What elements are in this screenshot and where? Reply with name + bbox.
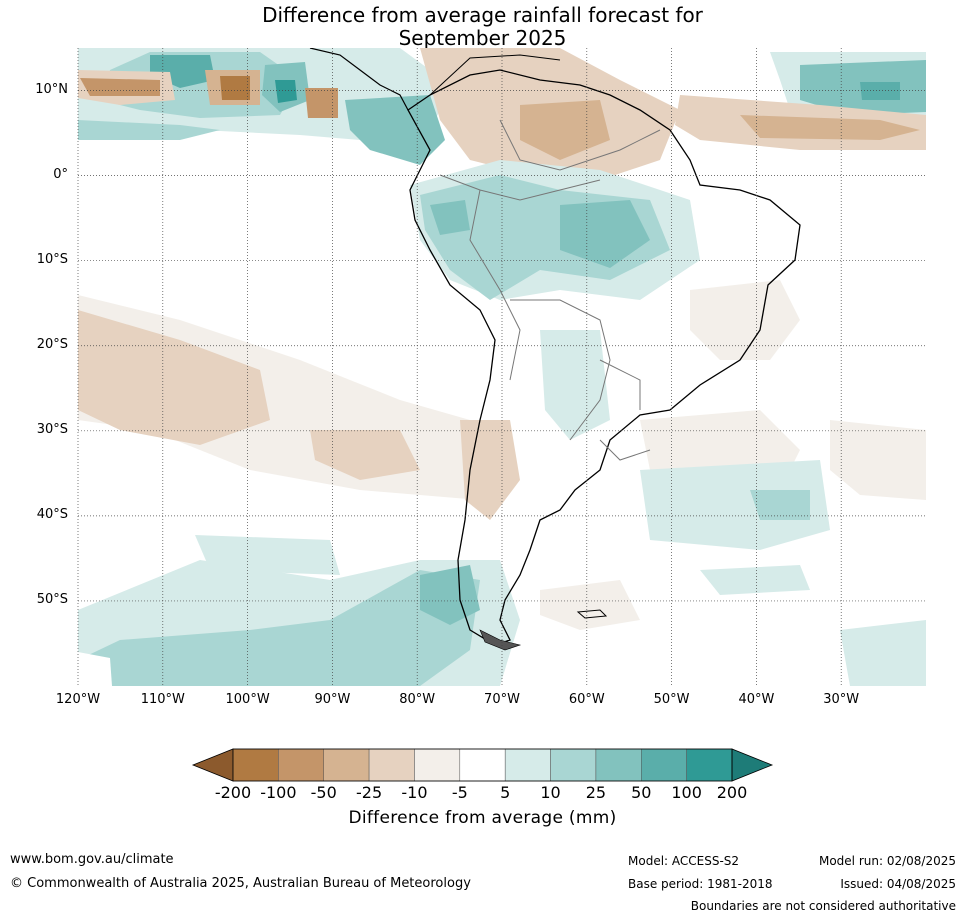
map-title: Difference from average rainfall forecas… bbox=[0, 4, 965, 50]
anomaly-zone bbox=[740, 115, 920, 140]
colorbar-bin bbox=[278, 748, 324, 782]
longitude-label: 120°W bbox=[55, 692, 101, 707]
colorbar-bin bbox=[641, 748, 687, 782]
colorbar bbox=[191, 748, 774, 782]
anomaly-zone bbox=[830, 420, 926, 500]
longitude-label: 110°W bbox=[140, 692, 185, 707]
anomaly-zone bbox=[420, 565, 480, 625]
colorbar-bin bbox=[368, 748, 415, 782]
latitude-label: 30°S bbox=[36, 421, 68, 437]
anomaly-zone bbox=[540, 580, 640, 630]
anomaly-zone bbox=[78, 570, 480, 686]
tierra-del-fuego bbox=[479, 629, 522, 651]
colorbar-bin bbox=[550, 748, 597, 782]
model-name: Model: ACCESS-S2 bbox=[628, 854, 740, 868]
caribbean-coast bbox=[429, 54, 561, 96]
anomaly-zone bbox=[78, 652, 112, 686]
issued-date: Issued: 04/08/2025 bbox=[840, 877, 956, 891]
colorbar-tick-label: 10 bbox=[540, 783, 561, 802]
model-run-date: Model run: 02/08/2025 bbox=[818, 854, 956, 868]
anomaly-zone bbox=[78, 310, 270, 445]
anomaly-zone bbox=[540, 330, 610, 440]
anomaly-zone bbox=[640, 460, 830, 550]
longitude-label: 50°W bbox=[653, 692, 690, 707]
title-line-2: September 2025 bbox=[398, 26, 567, 50]
colorbar-tick-label: -200 bbox=[214, 783, 252, 802]
anomaly-zone bbox=[750, 490, 810, 520]
longitude-label: 70°W bbox=[484, 692, 520, 707]
latitude-label: 10°S bbox=[36, 251, 68, 267]
latitude-label: 10°N bbox=[35, 81, 68, 97]
country-border bbox=[510, 299, 611, 441]
coastlines bbox=[309, 48, 801, 651]
colorbar-bin bbox=[459, 748, 506, 782]
website-link[interactable]: www.bom.gov.au/climate bbox=[10, 852, 174, 867]
colorbar-extend-min bbox=[191, 748, 234, 782]
longitude-label: 60°W bbox=[568, 692, 605, 707]
boundary-disclaimer: Boundaries are not considered authoritat… bbox=[690, 899, 956, 913]
colorbar-bin bbox=[595, 748, 642, 782]
longitude-label: 80°W bbox=[399, 692, 436, 707]
latitude-label: 50°S bbox=[36, 591, 68, 607]
colorbar-tick-label: -25 bbox=[356, 783, 383, 802]
anomaly-zone bbox=[430, 200, 470, 235]
colorbar-tick-label: -50 bbox=[310, 783, 337, 802]
colorbar-bin bbox=[504, 748, 551, 782]
colorbar-bin bbox=[323, 748, 370, 782]
colorbar-bin bbox=[232, 748, 279, 782]
country-border bbox=[469, 189, 521, 381]
south-america-outline bbox=[407, 69, 801, 646]
colorbar-extend-max bbox=[731, 748, 774, 782]
anomaly-zone bbox=[80, 78, 160, 96]
longitude-label: 40°W bbox=[738, 692, 775, 707]
anomaly-zone bbox=[840, 620, 926, 686]
latitude-label: 20°S bbox=[36, 336, 68, 352]
anomaly-zone bbox=[305, 88, 338, 118]
anomaly-zone bbox=[195, 535, 340, 575]
colorbar-tick-label: 200 bbox=[716, 783, 748, 802]
title-line-1: Difference from average rainfall forecas… bbox=[262, 3, 703, 27]
country-border bbox=[439, 174, 601, 201]
anomaly-zone bbox=[78, 120, 220, 140]
country-border bbox=[499, 119, 661, 171]
anomaly-zone bbox=[520, 100, 610, 160]
latitude-label: 0° bbox=[53, 166, 68, 182]
colorbar-tick-label: -5 bbox=[451, 783, 468, 802]
anomaly-zone bbox=[700, 565, 810, 595]
longitude-label: 30°W bbox=[823, 692, 860, 707]
anomaly-zone bbox=[560, 200, 650, 268]
gridlines bbox=[77, 48, 926, 686]
colorbar-tick-label: 25 bbox=[585, 783, 607, 802]
colorbar-bin bbox=[686, 748, 733, 782]
longitude-label: 100°W bbox=[225, 692, 270, 707]
colorbar-bin bbox=[414, 748, 461, 782]
anomaly-zone bbox=[345, 95, 445, 165]
anomaly-zone bbox=[220, 76, 250, 100]
colorbar-label: Difference from average (mm) bbox=[348, 808, 617, 828]
colorbar-tick-label: 100 bbox=[671, 783, 702, 802]
latitude-label: 40°S bbox=[36, 506, 68, 522]
anomaly-zone bbox=[310, 430, 420, 480]
longitude-label: 90°W bbox=[314, 692, 351, 707]
base-period: Base period: 1981-2018 bbox=[628, 877, 773, 891]
colorbar-tick-label: 50 bbox=[631, 783, 652, 802]
country-border bbox=[599, 359, 641, 410]
anomaly-zone bbox=[690, 280, 800, 360]
colorbar-tick-label: -10 bbox=[401, 783, 428, 802]
anomaly-zone bbox=[860, 82, 900, 100]
copyright-text: © Commonwealth of Australia 2025, Austra… bbox=[10, 876, 471, 891]
colorbar-frame bbox=[232, 748, 733, 782]
colorbar-tick-label: -100 bbox=[260, 783, 297, 802]
anomaly-zone bbox=[275, 80, 297, 103]
falklands bbox=[576, 609, 608, 619]
colorbar-tick-label: 5 bbox=[500, 783, 511, 802]
country-border bbox=[599, 439, 651, 461]
central-america-outline bbox=[309, 48, 409, 111]
